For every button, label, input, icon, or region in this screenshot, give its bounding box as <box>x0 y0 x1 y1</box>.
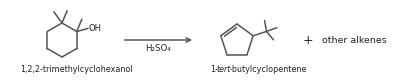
Text: H₂SO₄: H₂SO₄ <box>146 44 171 53</box>
Text: +: + <box>303 34 313 46</box>
Text: -butylcyclopentene: -butylcyclopentene <box>230 65 307 74</box>
Text: 1,2,2-trimethylcyclohexanol: 1,2,2-trimethylcyclohexanol <box>20 65 133 74</box>
Text: tert: tert <box>216 65 230 74</box>
Text: other alkenes: other alkenes <box>322 36 387 44</box>
Text: 1-: 1- <box>210 65 218 74</box>
Text: OH: OH <box>89 24 102 33</box>
